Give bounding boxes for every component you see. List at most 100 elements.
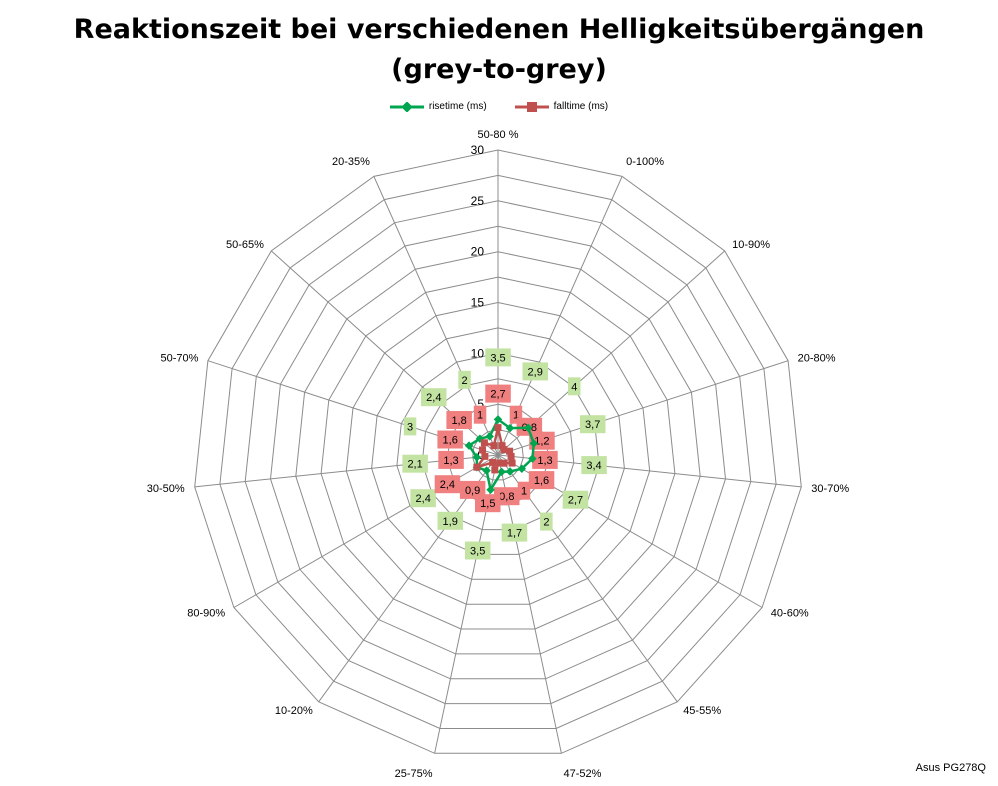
watermark: Asus PG278Q	[915, 762, 986, 774]
data-label-bg	[465, 541, 491, 560]
data-label-bg	[540, 512, 553, 531]
data-label: 0,9	[465, 485, 480, 497]
category-label: 10-20%	[275, 705, 313, 717]
data-label-bg	[517, 481, 531, 500]
data-point	[480, 439, 488, 447]
tick-label: 15	[471, 296, 485, 310]
tick-label: 30	[471, 143, 485, 157]
data-label: 1	[521, 486, 527, 498]
data-label: 2,4	[426, 392, 441, 404]
data-label: 1,6	[534, 475, 549, 487]
grid-ring	[244, 200, 752, 705]
data-label-bg	[473, 405, 487, 424]
category-label: 25-75%	[395, 768, 433, 780]
data-label-bg	[562, 490, 589, 509]
category-label: 50-80 %	[478, 129, 519, 141]
data-point	[482, 466, 491, 475]
data-point	[506, 447, 514, 455]
tick-label: 25	[471, 194, 485, 208]
chart-subtitle: (grey-to-grey)	[391, 54, 607, 85]
grid-ring	[194, 149, 802, 754]
data-label: 2,9	[528, 366, 543, 378]
series-line	[467, 418, 536, 492]
data-label-bg	[532, 450, 558, 469]
data-label-bg	[402, 454, 428, 473]
category-label: 20-35%	[332, 156, 370, 168]
legend-label-risetime: risetime (ms)	[428, 101, 487, 112]
legend-item-risetime: risetime (ms)	[389, 101, 487, 112]
data-label: 1,7	[507, 528, 522, 540]
data-point	[528, 454, 537, 463]
data-label: 2,4	[416, 493, 431, 505]
grid-ring	[396, 352, 600, 555]
data-point	[473, 463, 481, 471]
data-label: 1,8	[451, 415, 466, 427]
data-label-bg	[485, 384, 511, 403]
data-label-bg	[522, 362, 548, 381]
grid-ring	[295, 251, 701, 655]
data-label: 1,3	[537, 455, 552, 467]
category-label: 30-70%	[811, 483, 849, 495]
data-point	[500, 459, 508, 467]
data-point	[489, 458, 497, 466]
data-label-bg	[446, 411, 472, 429]
data-point	[529, 439, 539, 448]
data-point	[479, 446, 486, 454]
data-label-bg	[580, 415, 606, 434]
data-label-bg	[459, 480, 486, 499]
data-label: 4	[571, 381, 577, 393]
chart-title: Reaktionszeit bei verschiedenen Helligke…	[0, 10, 998, 90]
data-point	[485, 432, 494, 441]
category-label: 40-60%	[771, 608, 809, 620]
category-label: 0-100%	[626, 156, 664, 168]
data-point	[496, 459, 504, 467]
grid-ring	[371, 327, 625, 580]
category-label: 20-80%	[798, 353, 836, 365]
data-label: 3,4	[586, 460, 601, 472]
data-point	[497, 467, 506, 477]
data-label-bg	[410, 489, 436, 508]
data-label: 2,4	[440, 479, 455, 491]
data-point	[508, 459, 516, 467]
data-point	[486, 485, 495, 495]
category-label: 47-52%	[564, 768, 602, 780]
tick-label: 0	[477, 448, 484, 462]
data-label: 3,5	[490, 352, 505, 364]
data-point	[481, 452, 489, 460]
data-label-bg	[581, 456, 607, 475]
tick-label: 20	[471, 245, 485, 259]
data-label-bg	[501, 523, 528, 542]
data-label: 1	[513, 410, 519, 422]
data-point	[517, 464, 527, 473]
category-label: 45-55%	[683, 705, 721, 717]
category-label: 10-90%	[732, 239, 770, 251]
data-label-bg	[421, 388, 447, 407]
data-label: 1,5	[480, 498, 495, 510]
category-label: 50-70%	[160, 353, 198, 365]
data-label-bg	[434, 475, 461, 494]
grid-ring	[320, 276, 676, 630]
data-label-bg	[568, 377, 581, 396]
data-label-bg	[485, 348, 511, 367]
category-label: 80-90%	[187, 608, 225, 620]
category-label: 30-50%	[147, 483, 185, 495]
data-point	[500, 446, 508, 454]
data-label: 1	[477, 410, 483, 422]
legend-label-falltime: falltime (ms)	[553, 101, 609, 112]
data-point	[494, 424, 502, 432]
tick-label: 5	[477, 397, 484, 411]
data-label: 1,6	[443, 435, 458, 447]
data-point	[493, 415, 503, 424]
data-label-bg	[458, 370, 471, 389]
data-label-bg	[403, 417, 417, 436]
legend-marker-risetime	[389, 101, 424, 112]
data-label: 1,3	[443, 455, 458, 467]
data-label: 2,7	[568, 495, 583, 507]
data-label-bg	[438, 450, 464, 469]
data-label-bg	[437, 430, 463, 449]
data-point	[464, 441, 474, 450]
data-label: 1,2	[534, 436, 549, 448]
grid-ring	[421, 378, 575, 531]
grid-ring	[219, 174, 777, 729]
